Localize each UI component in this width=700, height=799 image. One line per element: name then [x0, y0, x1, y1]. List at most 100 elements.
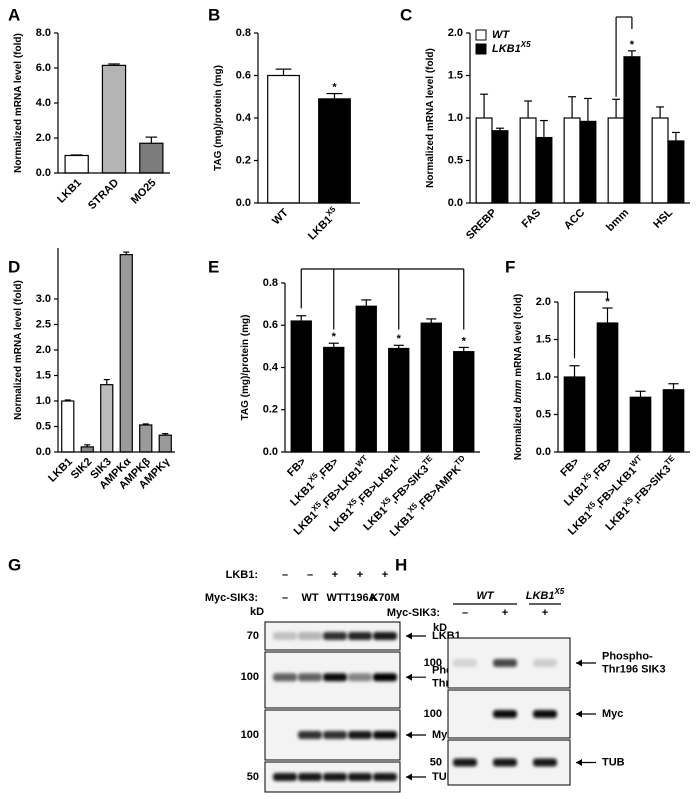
legend-swatch: [475, 29, 487, 41]
x-tick-label: FAS: [520, 207, 544, 231]
x-tick-label: FB>: [285, 456, 308, 479]
blot-band: [493, 659, 517, 667]
panel-letter: H: [395, 555, 407, 574]
blot-band: [323, 773, 347, 781]
x-tick-label: FB>: [558, 456, 581, 479]
x-tick-label: MO25: [129, 177, 159, 207]
y-tick-label: 1.0: [36, 395, 51, 407]
bar: [100, 384, 114, 453]
arrow-head: [406, 673, 412, 681]
text-part: WT: [270, 206, 291, 227]
text-part: Normalized mRNA level (fold): [13, 33, 24, 173]
y-tick-label: 8.0: [36, 27, 51, 39]
text-part: bmm: [513, 379, 524, 403]
bar: [475, 117, 493, 204]
text-part: SIK2: [69, 456, 95, 482]
text-part: X5: [520, 40, 531, 49]
y-tick-label: 0.2: [236, 154, 251, 166]
lane-label: K70M: [370, 592, 399, 604]
lane-label: +: [542, 607, 548, 619]
text-part: ,FB>SIK3: [631, 463, 674, 506]
y-axis-label: Normalized mRNA level (fold): [425, 48, 436, 188]
panel-letter: B: [208, 5, 220, 24]
arrow-head: [406, 632, 412, 640]
text-part: WT: [476, 590, 494, 602]
significance-mark: *: [605, 296, 610, 308]
y-tick-label: 1.5: [36, 369, 51, 381]
bar: [667, 140, 685, 204]
bar: [563, 376, 586, 453]
text-part: X5: [553, 587, 564, 596]
lane-label: WT: [326, 592, 343, 604]
x-tick-label: STRAD: [86, 177, 121, 212]
y-tick-label: 0.5: [36, 420, 51, 432]
significance-mark: *: [397, 333, 402, 345]
bar: [290, 320, 312, 453]
lane-label: WT: [301, 592, 318, 604]
text-part: TAG (mg)/protein (mg): [213, 65, 224, 171]
x-tick-label: SREBP: [464, 207, 499, 242]
lane-label: –: [307, 569, 313, 581]
y-tick-label: 0.0: [536, 446, 551, 458]
row-label: Phospho-: [602, 650, 653, 662]
y-tick-label: 0.5: [536, 408, 551, 420]
bar: [535, 136, 553, 204]
x-tick-label: LKB1: [55, 177, 84, 206]
blot-band: [323, 673, 347, 682]
lane-label: +: [357, 569, 363, 581]
bar: [61, 400, 75, 453]
y-tick-label: 0.0: [236, 197, 251, 209]
x-tick-label: SIK2: [69, 456, 95, 482]
text-part: Normalized: [513, 403, 524, 460]
y-tick-label: 0.4: [236, 112, 252, 124]
arrow-head: [406, 773, 412, 781]
blot-band: [348, 673, 372, 682]
bar: [579, 120, 597, 204]
y-tick-label: 0.8: [236, 27, 251, 39]
bar: [139, 424, 153, 453]
marker-label: 70: [247, 630, 259, 642]
bar: [623, 56, 641, 204]
text-part: SREBP: [464, 207, 499, 242]
y-axis-label: Normalized mRNA level (fold): [13, 33, 24, 173]
panel-letter: F: [505, 257, 515, 276]
text-part: LKB1: [361, 504, 390, 533]
y-tick-label: 0.6: [263, 319, 278, 331]
lane-label: –: [462, 607, 468, 619]
text-part: LKB1: [603, 504, 632, 533]
text-part: LKB1: [327, 506, 356, 535]
text-part: ACC: [562, 207, 587, 232]
bar: [662, 389, 685, 453]
text-part: STRAD: [86, 177, 121, 212]
lane-header-label: Myc-SIK3:: [205, 592, 258, 604]
significance-mark: *: [332, 81, 337, 93]
bar: [420, 322, 442, 453]
blot-band: [298, 632, 322, 640]
y-tick-label: 4.0: [36, 97, 51, 109]
lane-label: +: [332, 569, 338, 581]
y-tick-label: 2.0: [448, 27, 463, 39]
x-tick-label: HSL: [651, 206, 675, 230]
text-part: Normalized mRNA level (fold): [425, 48, 436, 188]
text-part: TAG (mg)/protein (mg): [240, 315, 251, 421]
text-part: LKB1: [526, 590, 555, 602]
marker-label: 100: [424, 708, 442, 720]
arrow-head: [406, 731, 412, 739]
significance-mark: *: [630, 39, 635, 51]
arrow-head: [576, 759, 582, 766]
x-tick-label: bmm: [604, 207, 631, 234]
panel-letter: E: [208, 257, 219, 276]
y-tick-label: 1.0: [448, 112, 463, 124]
y-tick-label: 0.0: [448, 197, 463, 209]
marker-label: 100: [241, 671, 259, 683]
text-part: bmm: [604, 207, 631, 234]
text-part: LKB1: [306, 214, 335, 243]
text-part: LKB1: [292, 509, 321, 538]
y-tick-label: 3.0: [36, 293, 51, 305]
y-tick-label: 2.0: [36, 132, 51, 144]
blot-band: [453, 758, 477, 767]
marker-label: 50: [430, 756, 442, 768]
marker-unit: kD: [433, 622, 447, 634]
bar: [491, 130, 509, 204]
lane-header-label: Myc-SIK3:: [387, 607, 440, 619]
